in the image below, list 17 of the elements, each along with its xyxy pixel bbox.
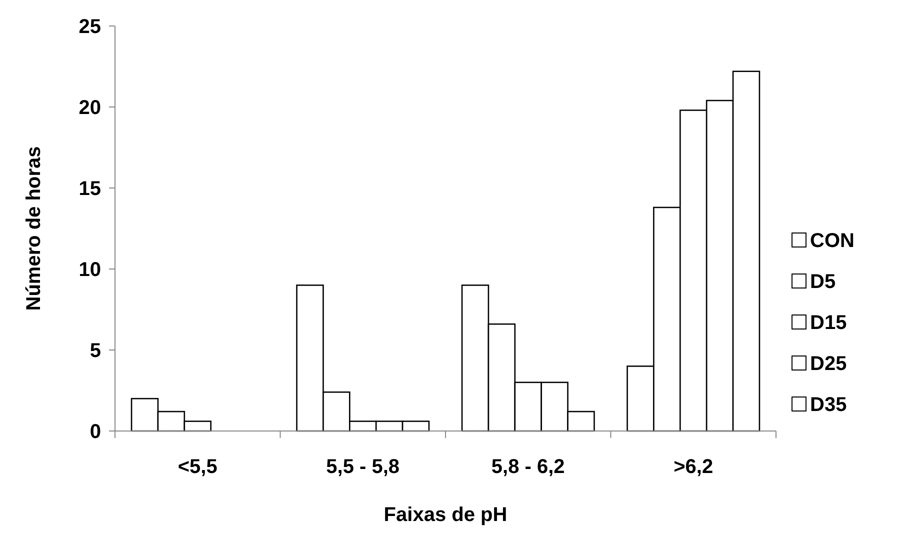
x-axis-title: Faixas de pH: [384, 504, 508, 526]
y-tick-label: 5: [90, 340, 101, 362]
x-tick-label: 5,5 - 5,8: [326, 456, 400, 478]
legend-label: D25: [810, 353, 847, 375]
y-axis-title: Número de horas: [23, 146, 45, 311]
legend-label: D15: [810, 312, 847, 334]
legend-label: CON: [810, 230, 854, 252]
y-tick-label: 10: [78, 259, 101, 281]
x-tick-label: 5,8 - 6,2: [491, 456, 565, 478]
y-tick-label: 20: [78, 97, 101, 119]
legend-label: D35: [810, 394, 847, 416]
y-tick-label: 25: [78, 16, 101, 38]
legend-label: D5: [810, 271, 836, 293]
y-tick-label: 0: [90, 421, 101, 443]
x-tick-label: <5,5: [178, 456, 218, 478]
x-tick-label: >6,2: [674, 456, 714, 478]
y-tick-label: 15: [78, 178, 101, 200]
